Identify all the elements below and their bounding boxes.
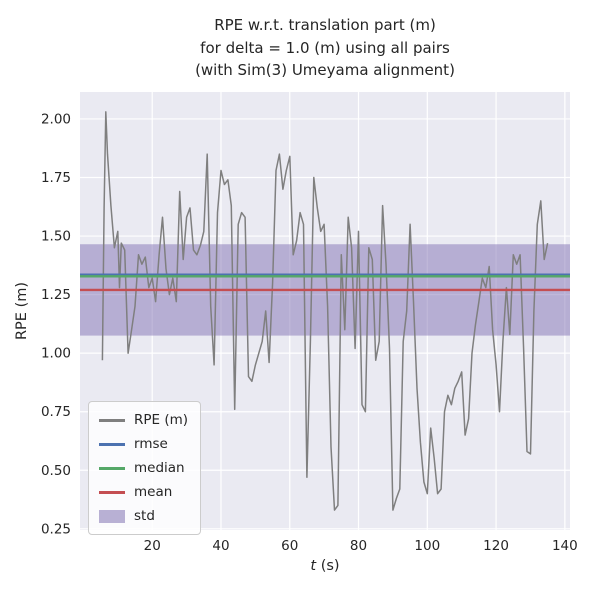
legend-swatch-mean-line [99, 490, 125, 494]
legend-label-mean: mean [134, 484, 173, 500]
y-tick-label: 1.25 [41, 287, 71, 303]
legend-item-rmse: rmse [99, 434, 188, 454]
rpe-series-line [101, 111, 549, 511]
x-tick-label: 120 [483, 538, 509, 554]
legend-item-rpe: RPE (m) [99, 410, 188, 430]
legend-swatch-rpe-line [99, 418, 125, 422]
legend-item-mean: mean [99, 482, 188, 502]
x-axis-label: t (s) [310, 558, 339, 574]
x-tick-label: 100 [414, 538, 440, 554]
x-tick-label: 80 [350, 538, 367, 554]
x-tick-label: 140 [552, 538, 578, 554]
x-tick-label: 60 [281, 538, 298, 554]
legend-item-std: std [99, 506, 188, 526]
y-tick-label: 0.25 [41, 521, 71, 537]
y-tick-label: 0.75 [41, 404, 71, 420]
y-tick-label: 0.50 [41, 463, 71, 479]
y-tick-label: 1.50 [41, 229, 71, 245]
x-axis-label-variable: t [310, 558, 317, 574]
y-tick-label: 1.75 [41, 170, 71, 186]
x-tick-label: 40 [212, 538, 229, 554]
legend-swatch-rmse-line [99, 442, 125, 446]
legend: RPE (m) rmse median mean std [88, 401, 202, 535]
legend-label-rpe: RPE (m) [134, 412, 189, 428]
y-axis-label: RPE (m) [14, 281, 30, 341]
y-tick-label: 1.00 [41, 346, 71, 362]
legend-swatch-std-patch [99, 509, 125, 523]
y-tick-label: 2.00 [41, 111, 71, 127]
legend-label-median: median [134, 460, 185, 476]
chart-title: RPE w.r.t. translation part (m) for delt… [195, 16, 455, 79]
x-tick-label: 20 [144, 538, 161, 554]
legend-item-median: median [99, 458, 188, 478]
legend-label-rmse: rmse [134, 436, 168, 452]
legend-swatch-median-line [99, 466, 125, 470]
x-axis-label-unit: (s) [316, 558, 340, 574]
legend-label-std: std [134, 508, 155, 524]
